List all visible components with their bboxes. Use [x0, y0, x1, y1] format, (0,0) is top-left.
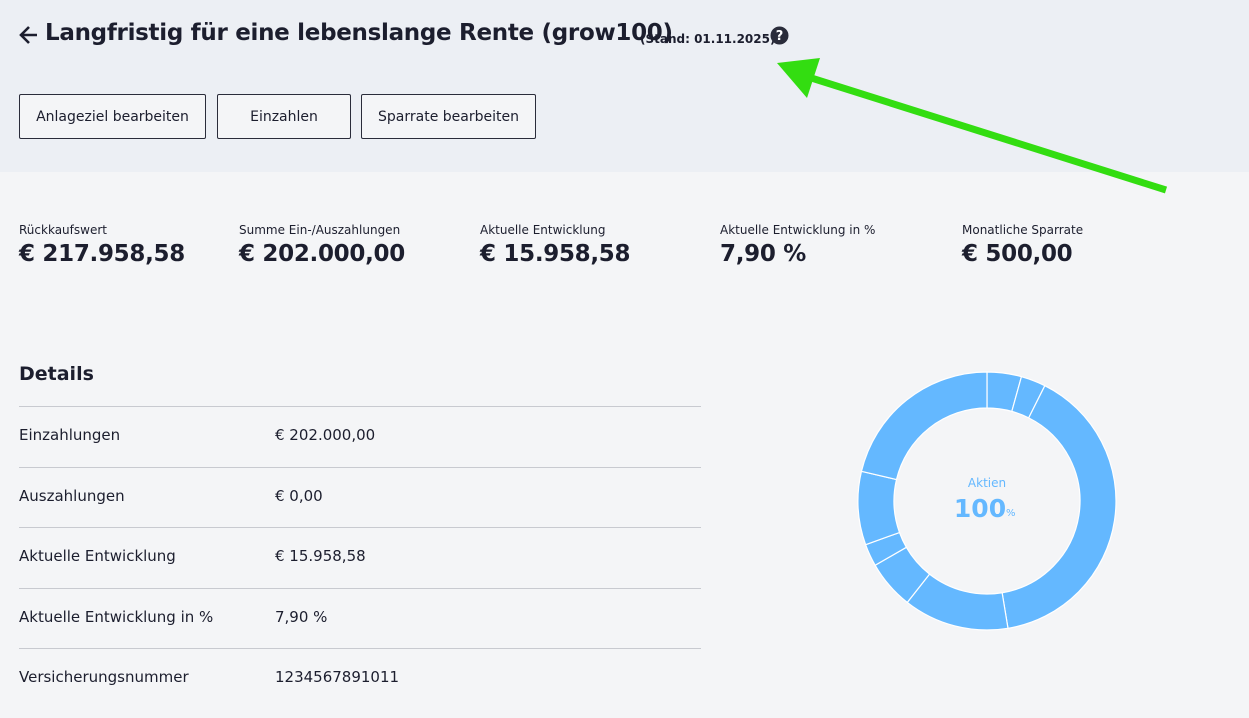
- button[interactable]: Anlageziel bearbeiten: [19, 94, 206, 139]
- detail-row: Versicherungsnummer 1234567891011: [19, 648, 701, 709]
- detail-value: 1234567891011: [275, 668, 400, 686]
- detail-row: Aktuelle Entwicklung € 15.958,58: [19, 527, 701, 588]
- kpi-label: Aktuelle Entwicklung in %: [720, 223, 876, 237]
- back-arrow[interactable]: [18, 24, 40, 46]
- kpi-value: € 202.000,00: [239, 241, 405, 267]
- detail-label: Aktuelle Entwicklung in %: [19, 607, 214, 626]
- donut-segment: [857, 470, 901, 546]
- kpi-value: 7,90 %: [720, 241, 806, 267]
- detail-row: Einzahlungen € 202.000,00: [19, 406, 701, 467]
- header: [0, 0, 1249, 172]
- kpi-label: Aktuelle Entwicklung: [480, 223, 606, 237]
- kpi-value: € 15.958,58: [480, 241, 631, 267]
- button[interactable]: Sparrate bearbeiten: [361, 94, 536, 139]
- details-title: Details: [19, 363, 94, 385]
- donut-segment: [860, 371, 988, 481]
- button[interactable]: Einzahlen: [217, 94, 351, 139]
- stand-date: (Stand: 01.11.2025): [640, 32, 776, 46]
- help-icon[interactable]: ?: [770, 26, 789, 45]
- detail-row: Aktuelle Entwicklung in % 7,90 %: [19, 587, 701, 649]
- detail-value: € 15.958,58: [275, 547, 366, 565]
- kpi-label: Rückkaufswert: [19, 223, 107, 237]
- center-label: Aktien: [968, 476, 1006, 490]
- detail-label: Versicherungsnummer: [19, 668, 189, 686]
- detail-label: Auszahlungen: [19, 486, 125, 505]
- center-unit: %: [1006, 508, 1016, 519]
- donut-segment: [1001, 384, 1117, 629]
- donut-chart: Aktien 100%: [857, 371, 1117, 631]
- detail-value: € 202.000,00: [275, 426, 376, 444]
- detail-value: 7,90 %: [275, 607, 328, 626]
- center-value: 100: [954, 494, 1006, 523]
- detail-label: Einzahlungen: [19, 426, 121, 444]
- kpi-label: Monatliche Sparrate: [962, 223, 1084, 237]
- kpi-value: € 500,00: [962, 241, 1073, 267]
- page-title: Langfristig für eine lebenslange Rente (…: [45, 20, 673, 46]
- annotation-arrow: [777, 58, 1168, 194]
- kpi-label: Summe Ein-/Auszahlungen: [239, 223, 401, 237]
- detail-label: Aktuelle Entwicklung: [19, 547, 176, 565]
- detail-row: Auszahlungen € 0,00: [19, 466, 701, 528]
- detail-value: € 0,00: [275, 486, 323, 505]
- svg-text:?: ?: [776, 29, 784, 44]
- kpi-value: € 217.958,58: [19, 241, 185, 267]
